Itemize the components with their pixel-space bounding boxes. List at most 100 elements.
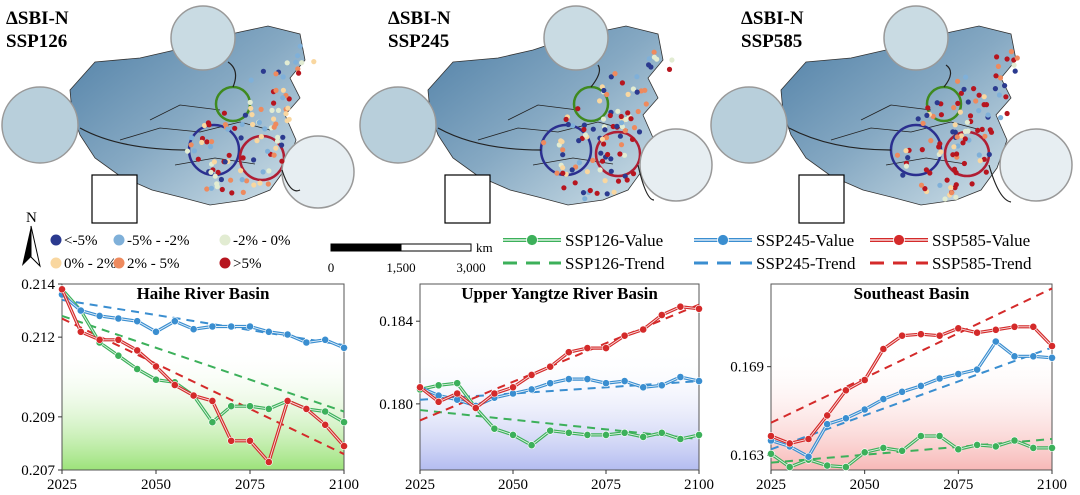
station-dot (603, 135, 610, 141)
station-dot (618, 142, 625, 148)
data-point-ssp585 (546, 362, 555, 371)
data-point-ssp245 (879, 395, 888, 403)
data-point-ssp126 (227, 402, 236, 411)
station-dot (280, 87, 286, 93)
station-dot (962, 136, 968, 142)
station-dot (961, 86, 967, 92)
station-dot (215, 169, 221, 175)
station-dot (600, 116, 607, 122)
station-dot (229, 190, 235, 196)
data-point-ssp585 (321, 420, 330, 429)
station-dot (894, 152, 901, 158)
south-china-sea-inset (91, 174, 138, 224)
station-dot (998, 115, 1004, 121)
data-point-ssp585 (935, 331, 944, 340)
trend-line-ssp126 (419, 409, 700, 440)
station-dot (636, 129, 643, 135)
station-dot (666, 66, 673, 72)
data-point-ssp585 (657, 311, 666, 319)
map-title-line1: ΔSBI-N (388, 8, 451, 29)
data-point-ssp126 (246, 402, 254, 411)
station-dot (951, 105, 957, 111)
station-dot (249, 112, 255, 118)
station-dot (575, 106, 581, 112)
data-point-ssp585 (639, 325, 648, 334)
station-dot (622, 128, 628, 134)
data-point-ssp126 (208, 418, 217, 427)
series-line-core-ssp585 (770, 326, 1053, 444)
data-point-ssp585 (602, 344, 610, 352)
data-point-ssp245 (602, 379, 610, 388)
data-point-ssp585 (95, 335, 104, 344)
station-dot (228, 177, 234, 183)
station-dot (576, 160, 582, 166)
station-dot (618, 113, 624, 120)
legend-swatch (113, 234, 125, 246)
data-point-ssp245 (189, 325, 198, 334)
basin-boundaries (830, 104, 982, 166)
data-point-ssp585 (954, 324, 963, 333)
data-point-ssp126 (602, 430, 610, 439)
station-dot (242, 112, 248, 118)
station-dot (1002, 83, 1008, 89)
station-dot (919, 147, 925, 153)
station-dot (201, 122, 208, 129)
station-dot (254, 138, 260, 144)
station-dot (581, 122, 587, 128)
station-dot (976, 152, 982, 158)
y-tick-label: 0.184 (379, 314, 413, 330)
station-dot (925, 105, 931, 111)
station-dot (212, 173, 218, 179)
station-dot (239, 121, 245, 127)
trend-line-ssp126 (61, 314, 345, 413)
station-dot (582, 132, 588, 138)
station-dot (969, 181, 975, 187)
data-point-ssp126 (917, 432, 925, 440)
data-point-ssp126 (879, 443, 888, 452)
station-dot (614, 123, 620, 129)
station-dot (981, 102, 987, 108)
data-point-ssp585 (564, 348, 573, 357)
data-point-ssp245 (804, 452, 813, 461)
station-dot (214, 184, 220, 190)
station-dot (240, 155, 246, 161)
trend-line-ssp585 (61, 317, 345, 455)
station-dot (584, 169, 590, 175)
data-point-ssp245 (95, 311, 104, 320)
x-tick-label: 2050 (850, 477, 880, 493)
data-point-ssp245 (1010, 352, 1019, 361)
station-dot (615, 178, 622, 184)
data-point-ssp245 (860, 405, 869, 414)
map-title-line2: SSP585 (741, 31, 802, 52)
data-point-ssp126 (546, 426, 555, 435)
station-dot (953, 182, 959, 188)
data-point-ssp126 (935, 432, 944, 440)
trend-line-ssp245 (770, 346, 1053, 451)
station-dot (280, 74, 286, 80)
station-dot (611, 189, 617, 195)
station-dot (204, 186, 210, 192)
data-point-ssp585 (527, 370, 536, 379)
data-point-ssp126 (527, 441, 536, 450)
trend-line-ssp126 (770, 438, 1053, 464)
station-dot (954, 151, 960, 157)
station-dot (977, 158, 983, 164)
station-dot (955, 143, 961, 149)
x-tick-label: 2025 (47, 477, 77, 493)
chart-title: Upper Yangtze River Basin (461, 284, 658, 303)
station-dot (954, 134, 960, 140)
station-dot (285, 105, 291, 111)
data-point-ssp126 (133, 365, 142, 373)
station-dot (226, 152, 232, 158)
legend-swatch (50, 257, 62, 269)
data-point-ssp585 (509, 383, 517, 392)
data-point-ssp245 (302, 338, 311, 347)
north-arrow-icon (22, 226, 31, 266)
station-dot (651, 54, 657, 60)
station-dot (240, 189, 246, 195)
data-point-ssp126 (695, 430, 703, 439)
legend-value-marker (526, 234, 538, 246)
data-point-ssp126 (264, 404, 273, 413)
station-dot (569, 167, 575, 173)
data-point-ssp585 (246, 436, 254, 445)
